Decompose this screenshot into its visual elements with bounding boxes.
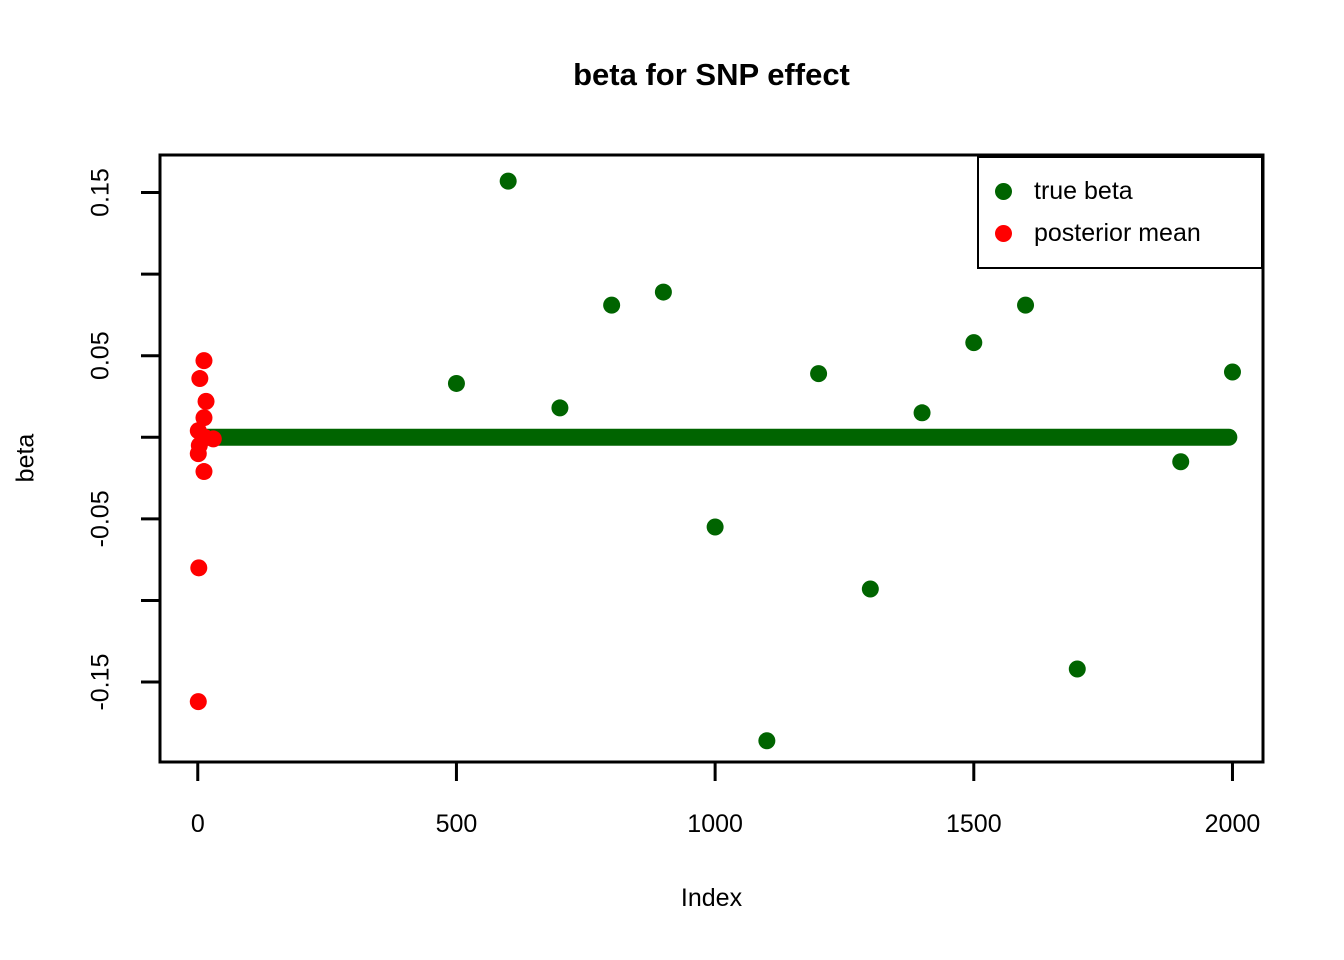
data-point-posterior-mean [195,352,213,370]
posterior-mean-swatch-icon [995,225,1012,242]
chart-title: beta for SNP effect [573,57,850,92]
x-tick-label: 0 [191,810,205,838]
true-beta-swatch-icon [995,183,1012,200]
legend-item-true-beta: true beta [995,172,1261,211]
data-point-true-beta [603,296,621,314]
x-tick-label: 500 [436,810,478,838]
data-point-true-beta [654,283,672,301]
data-point-posterior-mean [195,463,213,481]
data-point-posterior-mean [190,559,208,577]
data-point-true-beta [1172,453,1190,471]
plot-border [158,153,1265,764]
x-tick-label: 1000 [687,810,743,838]
y-tick-label: 0.05 [87,331,115,380]
x-axis-title: Index [680,884,743,912]
data-point-true-beta [810,365,828,383]
data-point-true-beta [913,404,931,422]
legend-item-posterior-mean: posterior mean [995,214,1261,253]
data-point-posterior-mean [197,392,215,410]
data-point-true-beta [447,374,465,392]
legend-label: posterior mean [1034,219,1201,247]
data-point-true-beta [1017,296,1035,314]
data-point-true-beta [965,334,983,352]
data-point-posterior-mean [189,693,207,711]
data-point-true-beta [1068,660,1086,678]
x-tick-label: 1500 [946,810,1002,838]
y-axis-title: beta [11,433,40,483]
legend-label: true beta [1034,177,1133,205]
x-tick-label: 2000 [1205,810,1261,838]
data-point-posterior-mean [191,370,209,388]
data-point-posterior-mean [189,445,207,463]
y-tick-label: -0.05 [87,490,115,547]
data-point-true-beta [1223,363,1241,381]
data-point-posterior-mean [204,430,222,448]
data-point-true-beta [551,399,569,417]
data-point-posterior-mean [195,409,213,427]
data-point-true-beta [499,172,517,190]
data-point-true-beta [706,518,724,536]
y-tick-label: -0.15 [87,654,115,711]
legend: true beta posterior mean [977,156,1263,269]
data-point-true-beta [861,580,879,598]
y-tick-label: 0.15 [87,168,115,217]
data-point-true-beta [758,732,776,750]
